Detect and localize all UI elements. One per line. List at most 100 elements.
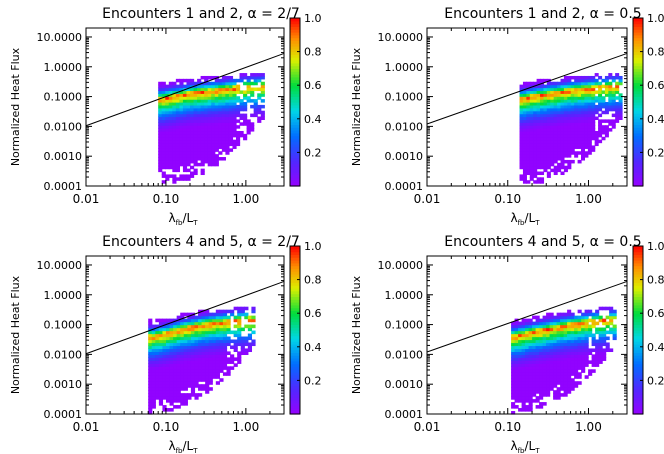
heatmap-cell (187, 363, 192, 367)
heatmap-cell (574, 78, 579, 83)
heatmap-cell (168, 133, 173, 138)
heatmap-cell (539, 366, 544, 370)
heatmap-cell (577, 119, 582, 123)
heatmap-cell (553, 151, 558, 155)
heatmap-cell (214, 116, 219, 120)
heatmap-cell (239, 116, 244, 120)
heatmap-cell (247, 333, 253, 338)
heatmap-cell (546, 336, 551, 341)
heatmap-cell (611, 113, 616, 118)
heatmap-cell (169, 384, 174, 388)
heatmap-cell (175, 168, 181, 173)
heatmap-cell (207, 110, 212, 115)
heatmap-cell (228, 133, 234, 138)
colorbar-segment (290, 310, 300, 314)
heatmap-cell (169, 318, 174, 323)
heatmap-cell (215, 369, 220, 373)
heatmap-cell (198, 315, 203, 320)
heatmap-cell (179, 102, 184, 106)
colorbar-segment (290, 304, 300, 309)
heatmap-cell (581, 148, 586, 152)
colorbar-segment (290, 135, 300, 139)
heatmap-cell (148, 327, 153, 332)
heatmap-cell (214, 81, 219, 86)
heatmap-cell (169, 354, 174, 358)
heatmap-cell (148, 396, 153, 400)
heatmap-cell (560, 171, 565, 176)
heatmap-cell (535, 327, 540, 332)
y-tick-label: 0.1000 (44, 319, 83, 332)
colorbar-segment (633, 307, 643, 311)
heatmap-cell (205, 387, 210, 391)
heatmap-cell (165, 145, 170, 149)
heatmap-cell (550, 130, 555, 135)
heatmap-cell (529, 107, 534, 112)
colorbar: 0.20.40.60.81.0 (289, 240, 322, 415)
heatmap-cell (176, 405, 181, 409)
heatmap-cell (567, 151, 572, 155)
heatmap-cell (173, 357, 178, 361)
heatmap-cell (198, 345, 203, 350)
heatmap-cell (577, 345, 582, 350)
heatmap-cell (598, 128, 603, 132)
heatmap-cell (168, 162, 173, 167)
heatmap-cell (560, 315, 565, 320)
heatmap-cell (172, 180, 177, 184)
heatmap-cell (212, 372, 217, 376)
heatmap-cell (168, 136, 173, 141)
heatmap-cell (232, 142, 237, 147)
colorbar-segment (633, 88, 643, 92)
heatmap-cell (161, 113, 166, 118)
heatmap-cell (204, 151, 209, 155)
heatmap-cell (237, 327, 242, 332)
heatmap-cell (186, 139, 191, 144)
heatmap-cell (200, 93, 205, 97)
heatmap-cell (175, 119, 181, 123)
heatmap-cell (187, 321, 192, 326)
heatmap-cell (608, 84, 613, 89)
heatmap-cell (197, 93, 202, 97)
heatmap-cell (574, 93, 579, 97)
colorbar-segment (290, 296, 300, 300)
heatmap-cell (581, 78, 586, 83)
heatmap-cell (543, 102, 548, 106)
heatmap-cell (533, 128, 538, 132)
colorbar-segment (633, 144, 643, 148)
heatmap-cell (194, 330, 199, 335)
heatmap-cell (240, 306, 245, 311)
heatmap-cell (247, 345, 253, 350)
heatmap-cell (574, 363, 579, 367)
heatmap-cell (148, 354, 153, 358)
heatmap-cell (158, 165, 163, 170)
heatmap-cell (214, 84, 219, 89)
heatmap-cell (212, 360, 217, 364)
panel-encounters-4-5-alpha-0-5: Encounters 4 and 5, α = 0.50.01 0.10 1.000… (350, 234, 664, 454)
heatmap-cell (591, 128, 596, 132)
colorbar-segment (633, 40, 643, 44)
heatmap-cell (161, 171, 166, 176)
heatmap-cell (162, 330, 167, 335)
heatmap-cell (529, 165, 534, 170)
heatmap-cell (533, 81, 538, 86)
heatmap-cell (207, 151, 212, 155)
heatmap-cell (176, 381, 181, 385)
heatmap-cell (148, 330, 153, 335)
heatmap-cell (605, 330, 610, 335)
heatmap-cell (211, 142, 216, 147)
heatmap-cell (549, 384, 554, 388)
heatmap-cell (208, 348, 213, 353)
heatmap-cell (162, 336, 167, 341)
heatmap-cell (207, 75, 212, 80)
heatmap-cell (584, 81, 589, 86)
heatmap-cell (521, 363, 526, 367)
heatmap-cell (158, 81, 163, 86)
heatmap-cell (514, 363, 519, 367)
heatmap-cell (165, 363, 171, 367)
heatmap-cell (161, 125, 166, 129)
heatmap-cell (567, 324, 572, 329)
heatmap-cell (182, 177, 188, 181)
heatmap-cell (570, 142, 575, 147)
heatmap-cell (514, 366, 519, 370)
heatmap-cell (244, 348, 249, 353)
heatmap-cell (570, 113, 575, 118)
